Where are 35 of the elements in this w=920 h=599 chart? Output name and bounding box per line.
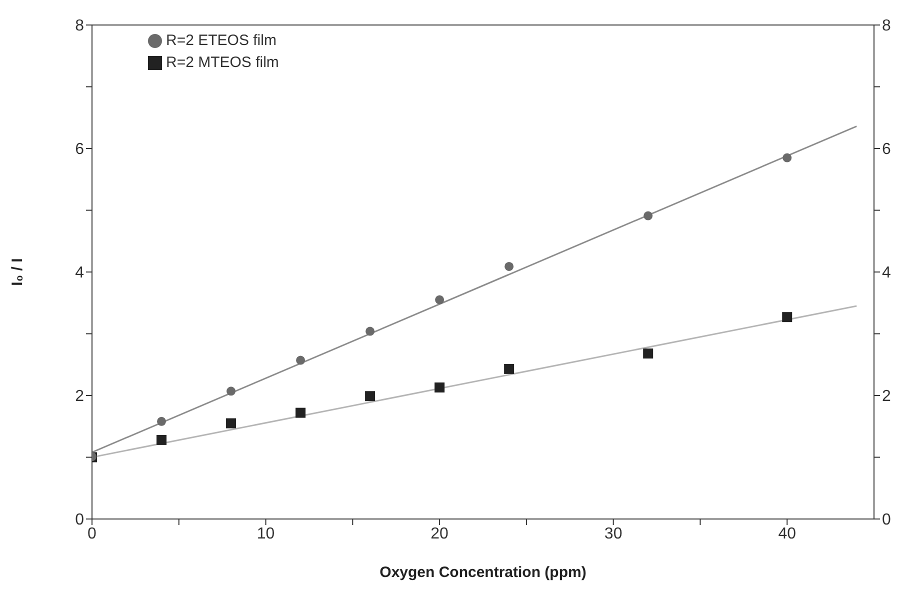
point [782,153,792,162]
y-tick-label: 2 [75,388,84,406]
point [434,382,445,392]
x-tick-label: 30 [604,525,622,542]
point [226,386,236,396]
point [156,434,167,445]
y2-tick-label: 4 [882,264,891,282]
x-tick-label: 20 [430,525,449,542]
y2-tick-label: 6 [882,141,891,158]
x-tick-label: 0 [88,525,97,542]
y-tick-label: 8 [75,18,84,35]
y-tick-label: 4 [75,264,84,282]
y-axis-title: I₀ / I [9,258,26,286]
y-tick-label: 6 [75,141,84,158]
point [644,211,653,220]
x-tick-label: 10 [256,525,275,542]
y2-tick-label: 0 [882,512,891,529]
x-axis-title: Oxygen Concentration (ppm) [380,564,586,581]
point [504,364,514,374]
point [435,295,444,304]
point [366,326,375,336]
point [226,418,236,428]
point [643,348,654,359]
y2-tick-label: 8 [882,18,891,35]
point [504,262,514,271]
y-tick-label: 0 [75,512,84,529]
point [157,416,166,426]
point [782,312,792,322]
point [296,356,306,365]
point [365,391,376,402]
legend-label: R=2 ETEOS film [166,32,276,49]
legend-label: R=2 MTEOS film [166,54,279,71]
x-tick-label: 40 [778,525,796,542]
y2-tick-label: 2 [882,388,891,406]
point [296,408,306,418]
